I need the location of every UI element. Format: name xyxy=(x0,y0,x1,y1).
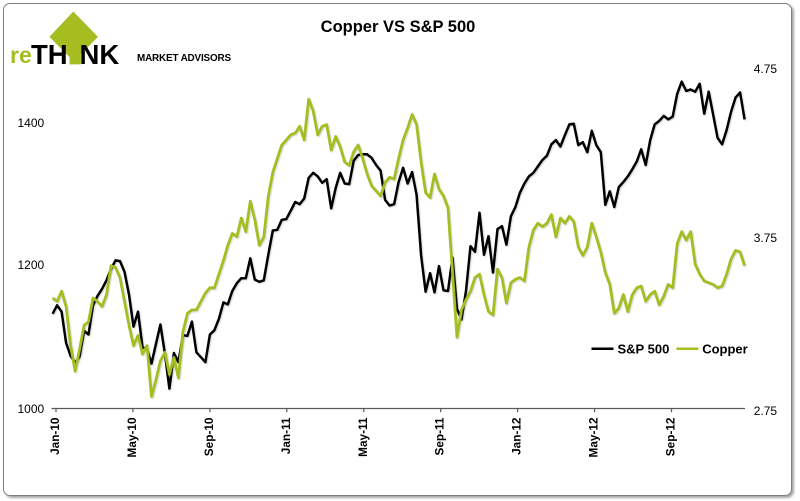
svg-text:May-10: May-10 xyxy=(125,417,139,457)
svg-text:Jan-11: Jan-11 xyxy=(279,417,293,454)
svg-text:Copper: Copper xyxy=(702,342,748,357)
svg-text:S&P 500: S&P 500 xyxy=(618,342,670,357)
svg-text:Jan-10: Jan-10 xyxy=(48,417,62,455)
svg-text:May-11: May-11 xyxy=(356,417,370,457)
svg-text:Jan-12: Jan-12 xyxy=(510,417,524,455)
svg-text:Sep-10: Sep-10 xyxy=(202,417,216,456)
svg-text:Sep-12: Sep-12 xyxy=(664,417,678,456)
svg-text:May-12: May-12 xyxy=(587,417,601,457)
svg-text:Sep-11: Sep-11 xyxy=(433,417,447,455)
